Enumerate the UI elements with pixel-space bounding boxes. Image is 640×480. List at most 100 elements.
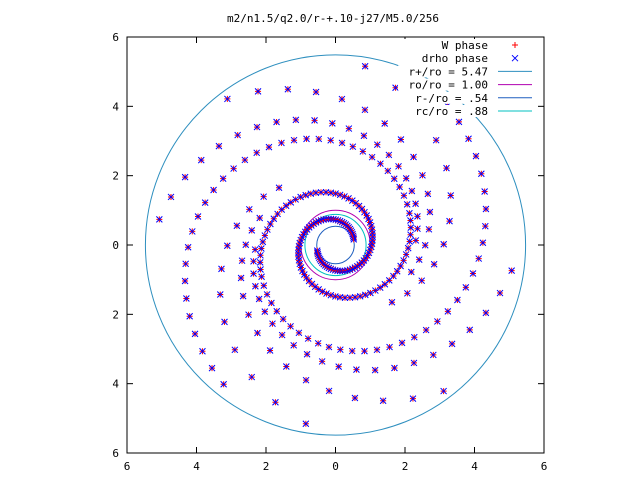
drho-phase-point-79 [359,148,367,155]
drho-phase-point-54 [356,292,364,300]
drho-phase-point-261 [250,257,257,265]
drho-phase-point-146 [430,260,438,268]
y-tick-label-6: 6 [112,31,119,44]
drho-phase-point-301 [233,222,241,230]
drho-phase-point-199 [352,199,360,207]
drho-phase-point-103 [208,364,216,372]
drho-phase-point-88 [253,149,261,157]
drho-phase-point-209 [307,190,315,198]
drho-phase-point-78 [368,153,376,161]
drho-phase-point-68 [407,231,414,239]
phase-points [155,62,516,428]
drho-phase-point-145 [418,277,426,285]
drho-phase-point-225 [257,266,264,273]
drho-phase-point-115 [345,125,353,132]
drho-phase-point-286 [237,274,245,282]
drho-phase-point-223 [257,251,264,259]
drho-phase-point-290 [266,347,274,354]
drho-phase-point-240 [373,346,381,354]
legend-label-bg-0 [398,39,490,51]
drho-phase-point-87 [265,143,273,151]
chart-title: m2/n1.5/q2.0/r-+.10-j27/M5.0/256 [227,12,439,25]
drho-phase-point-270 [318,358,326,365]
drho-phase-point-100 [186,312,194,320]
drho-phase-point-83 [315,135,323,143]
drho-phase-point-246 [444,308,452,315]
x-tick-label-5: 4 [471,460,478,473]
legend-label-1: drho phase [422,52,488,65]
drho-phase-point-104 [220,380,227,388]
drho-phase-point-55 [361,291,369,299]
legend-label-bg-4 [398,91,490,104]
drho-phase-point-307 [248,373,256,381]
drho-phase-point-216 [274,210,281,218]
drho-phase-point-57 [372,287,379,294]
drho-phase-point-263 [252,282,259,290]
drho-phase-point-238 [348,347,356,355]
drho-phase-point-124 [181,173,189,181]
drho-phase-point-140 [284,85,292,93]
drho-phase-point-266 [269,320,276,328]
drho-phase-point-297 [440,387,447,395]
drho-phase-point-73 [400,192,408,199]
drho-phase-point-293 [325,387,333,395]
drho-phase-point-151 [432,136,440,144]
y-tick-label-5: 4 [112,100,119,113]
circle-2 [316,225,355,265]
drho-phase-point-306 [231,346,239,354]
drho-phase-point-77 [377,160,384,168]
circle-3 [304,213,367,277]
drho-phase-point-258 [455,118,463,126]
drho-phase-point-135 [397,136,405,143]
drho-phase-point-213 [287,198,295,206]
drho-phase-point-224 [256,258,264,266]
x-tick-label-2: 2 [263,460,270,473]
drho-phase-point-130 [425,225,433,233]
x-tick-label-1: 4 [193,460,200,473]
drho-phase-point-277 [448,340,456,348]
drho-phase-point-230 [273,307,281,315]
drho-phase-point-80 [349,143,357,151]
drho-phase-point-95 [188,228,196,235]
drho-phase-point-144 [404,289,411,297]
drho-phase-point-192 [367,222,375,230]
drho-phase-point-116 [328,119,336,127]
drho-phase-point-242 [398,339,406,347]
drho-phase-point-287 [239,292,247,300]
drho-phase-point-253 [482,205,490,213]
drho-phase-point-276 [429,351,437,359]
drho-phase-point-120 [253,123,261,131]
drho-phase-point-233 [295,329,303,337]
drho-phase-point-44 [311,283,319,291]
drho-phase-point-245 [434,318,441,325]
drho-phase-point-203 [336,191,344,199]
drho-phase-point-113 [373,141,381,149]
drho-phase-point-62 [393,267,401,275]
drho-phase-point-128 [415,256,423,263]
drho-phase-point-132 [424,190,432,198]
drho-phase-point-72 [403,201,411,208]
drho-phase-point-101 [191,330,199,338]
drho-phase-point-48 [327,291,335,299]
legend-label-bg-2 [398,65,490,78]
drho-phase-point-292 [302,376,310,384]
drho-phase-point-283 [248,227,256,234]
drho-phase-point-93 [201,199,209,207]
drho-phase-point-67 [406,238,413,245]
drho-phase-point-265 [261,308,269,315]
drho-phase-point-295 [379,397,387,405]
legend-label-5: rc/ro = .88 [415,105,488,118]
legend-marker-1 [511,54,519,62]
drho-phase-point-206 [322,188,330,196]
drho-phase-point-236 [325,343,333,351]
drho-phase-point-117 [311,117,318,124]
drho-phase-point-219 [264,226,271,233]
drho-phase-point-66 [404,244,412,252]
drho-phase-point-304 [216,291,224,298]
drho-phase-point-69 [407,224,415,232]
drho-phase-point-96 [184,243,192,251]
drho-phase-point-126 [155,216,163,223]
drho-phase-point-275 [410,359,418,367]
drho-phase-point-271 [335,363,343,371]
